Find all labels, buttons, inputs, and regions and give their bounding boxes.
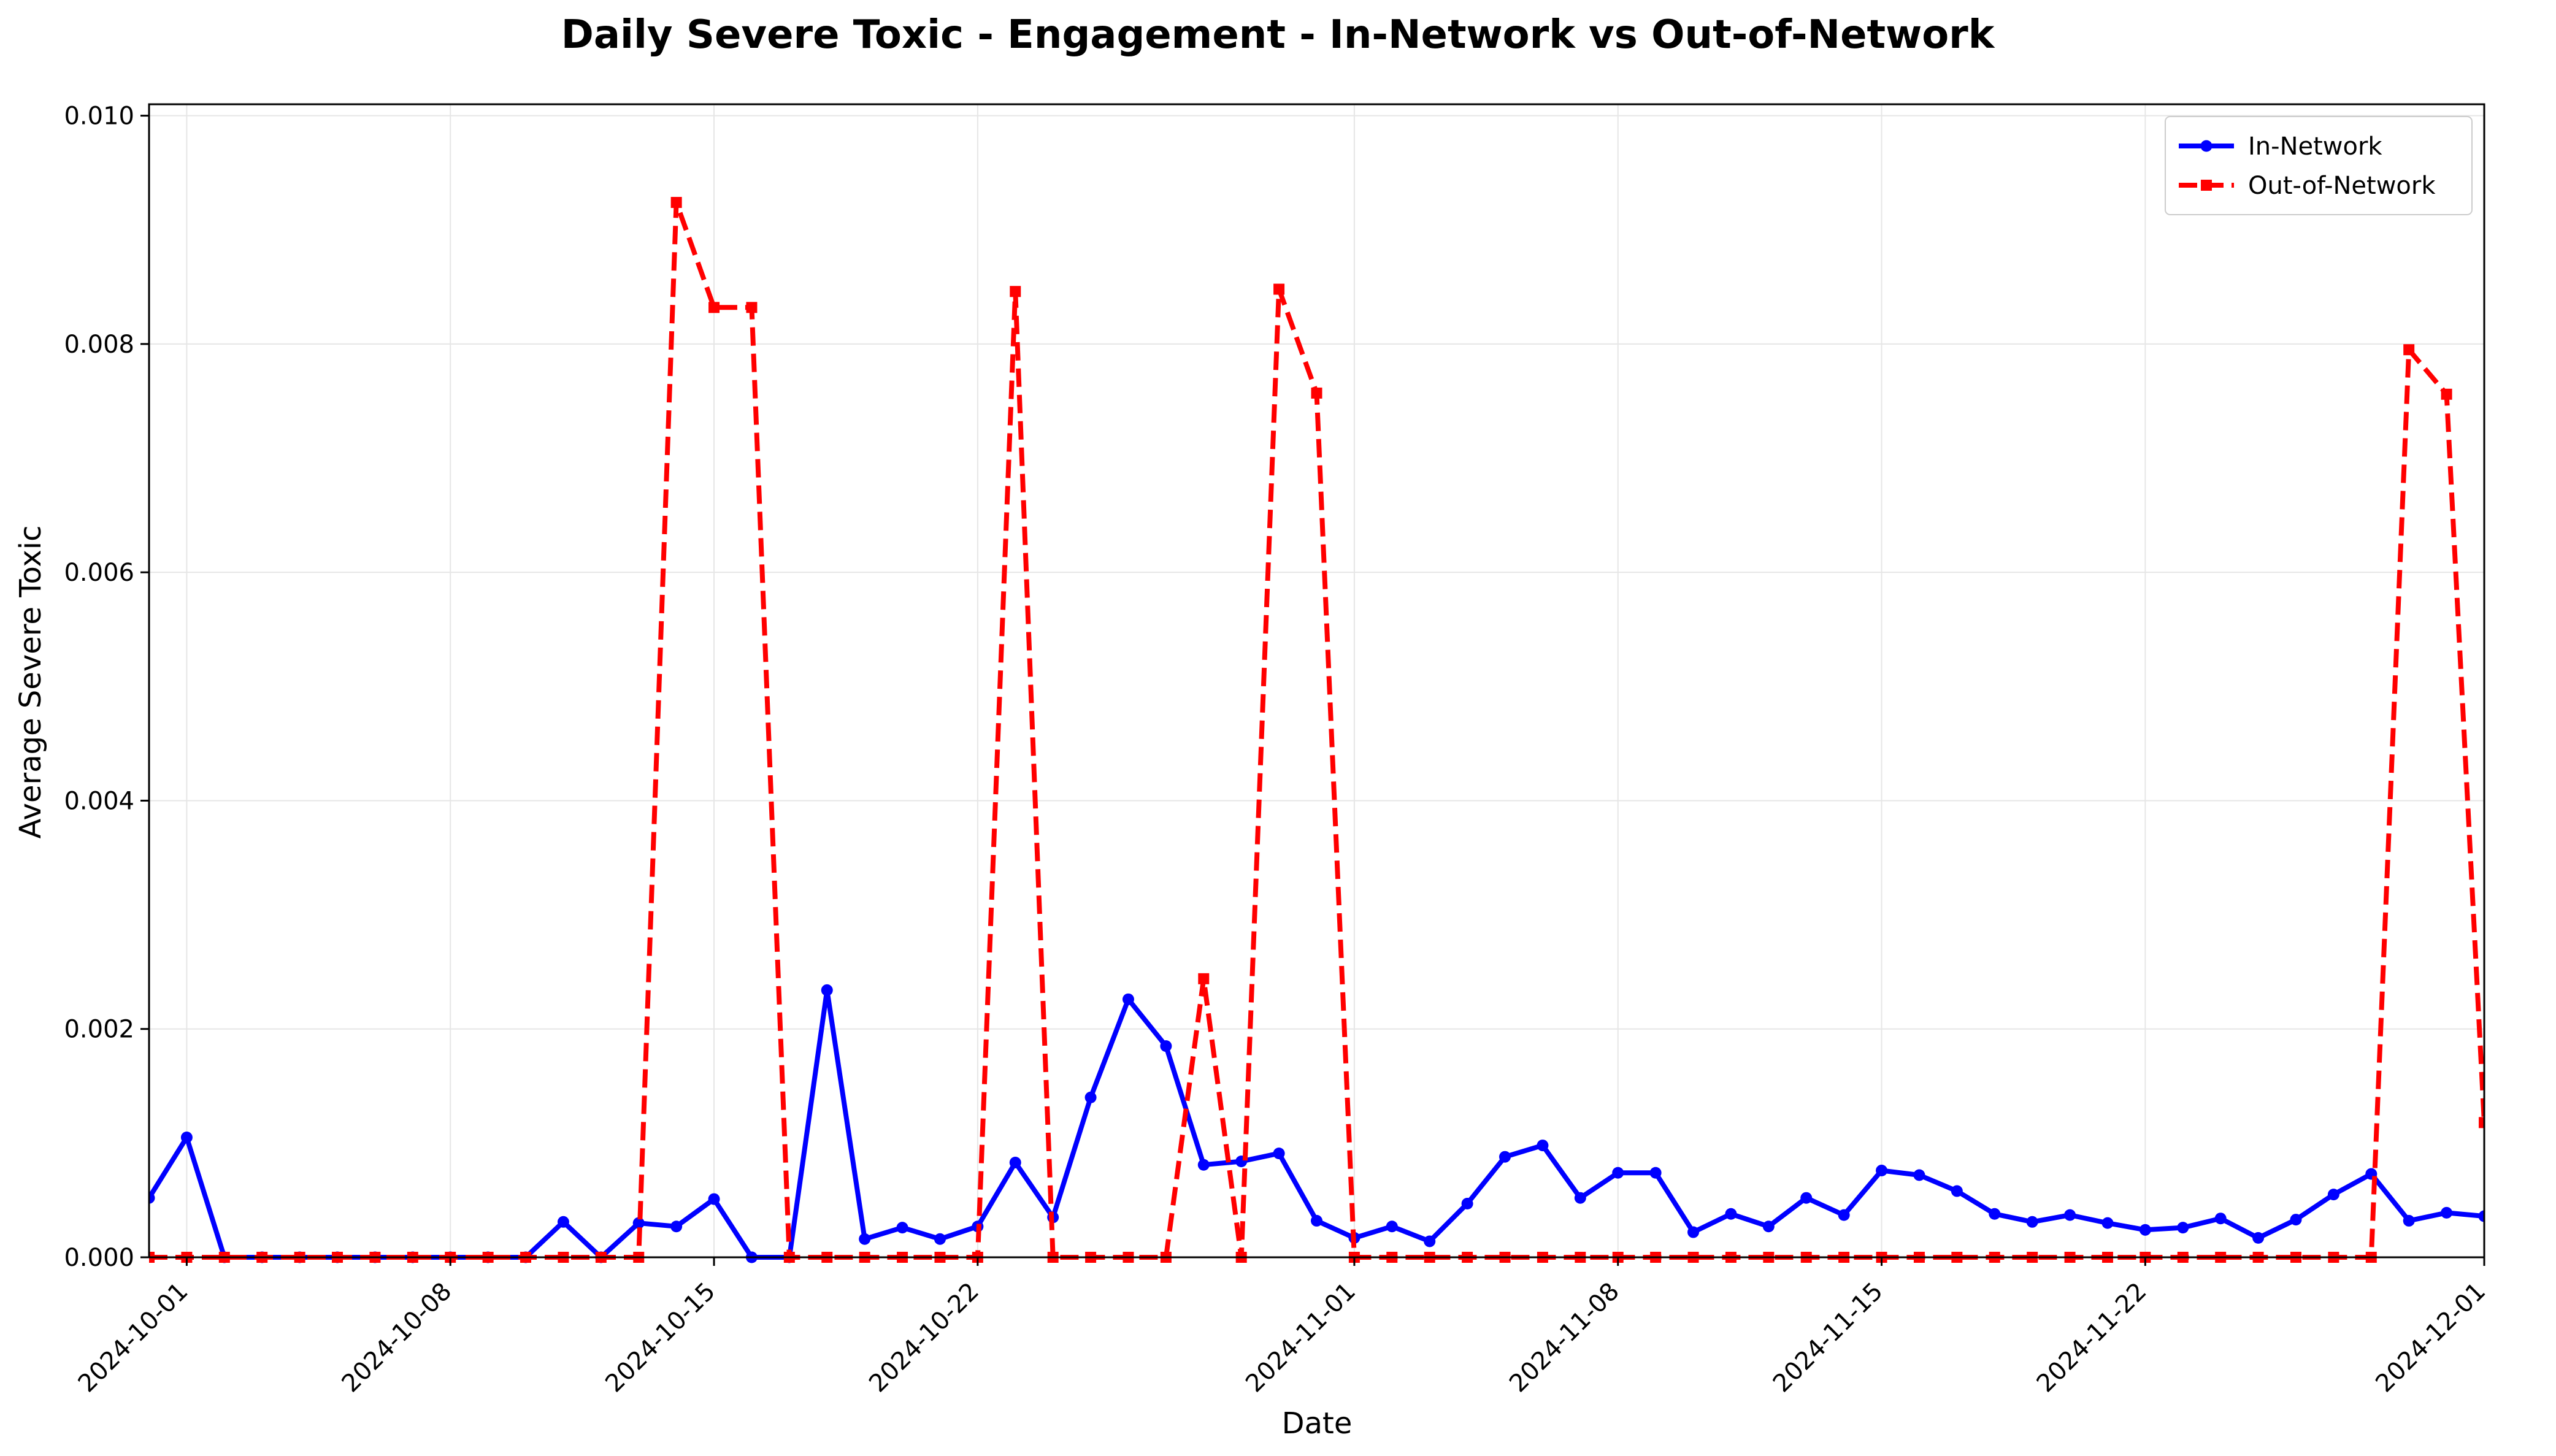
data-point xyxy=(1649,1167,1662,1179)
data-point xyxy=(670,1220,683,1233)
series-out-of-network xyxy=(149,197,2484,1263)
data-point xyxy=(1537,1140,1549,1152)
data-point xyxy=(1122,993,1134,1005)
x-tick-label: 2024-11-15 xyxy=(1768,1277,1889,1398)
legend-box xyxy=(2165,116,2473,215)
data-point xyxy=(2327,1189,2339,1201)
data-point xyxy=(934,1233,946,1245)
legend-marker xyxy=(2200,140,2213,152)
data-point xyxy=(1800,1192,1813,1204)
data-point xyxy=(1273,1148,1285,1160)
data-point xyxy=(1010,286,1021,297)
data-point xyxy=(1160,1040,1172,1052)
legend-label: Out-of-Network xyxy=(2248,172,2436,200)
x-tick-label: 2024-10-15 xyxy=(600,1277,721,1398)
data-point xyxy=(1009,1157,1021,1169)
x-tick-label: 2024-11-22 xyxy=(2032,1277,2152,1398)
data-point xyxy=(1725,1208,1737,1220)
data-point xyxy=(2064,1209,2076,1221)
plot-frame xyxy=(148,103,2485,1259)
data-point xyxy=(1951,1185,1963,1197)
data-point xyxy=(557,1216,569,1228)
series-in-network xyxy=(149,984,2484,1263)
series-layer xyxy=(149,197,2484,1263)
x-tick-label: 2024-12-01 xyxy=(2370,1277,2491,1398)
data-point xyxy=(1424,1235,1436,1247)
chart-title: Daily Severe Toxic - Engagement - In-Net… xyxy=(561,12,1995,58)
data-point xyxy=(2403,1214,2415,1227)
data-point xyxy=(1913,1169,1925,1181)
x-tick-label: 2024-11-08 xyxy=(1504,1277,1625,1398)
series-line xyxy=(149,200,2484,1260)
data-point xyxy=(2252,1232,2265,1244)
y-tick-label: 0.008 xyxy=(64,331,134,359)
y-tick-label: 0.010 xyxy=(64,102,134,131)
data-point xyxy=(1876,1165,1888,1177)
legend-label: In-Network xyxy=(2248,132,2382,161)
data-point xyxy=(708,1193,720,1205)
data-point xyxy=(2479,1117,2484,1128)
data-point xyxy=(2478,1210,2484,1222)
data-point xyxy=(2101,1217,2114,1229)
y-tick-label: 0.006 xyxy=(64,559,134,587)
data-point xyxy=(632,1217,645,1229)
data-point xyxy=(2214,1213,2227,1225)
data-point xyxy=(2441,1206,2453,1219)
data-point xyxy=(1499,1151,1511,1163)
data-point xyxy=(1273,283,1285,295)
data-point xyxy=(708,302,720,313)
data-point xyxy=(2177,1222,2189,1234)
data-point xyxy=(2290,1214,2302,1226)
data-point xyxy=(1574,1192,1586,1204)
x-tick-label: 2024-11-01 xyxy=(1240,1277,1361,1398)
y-axis-label: Average Severe Toxic xyxy=(13,526,48,839)
y-tick-label: 0.000 xyxy=(64,1244,134,1272)
axes: 0.000 0.002 0.004 0.006 0.008 0.010 2024-10-01… xyxy=(64,102,2491,1398)
x-tick-label: 2024-10-01 xyxy=(73,1277,194,1398)
data-point xyxy=(1386,1220,1398,1233)
y-tick-label: 0.004 xyxy=(64,787,134,815)
data-point xyxy=(180,1132,193,1144)
data-point xyxy=(1084,1091,1097,1103)
legend: In-Network Out-of-Network xyxy=(2165,116,2473,215)
legend-marker xyxy=(2201,180,2212,191)
data-point xyxy=(1198,973,1210,984)
data-point xyxy=(821,984,833,996)
data-point xyxy=(2139,1224,2151,1236)
data-point xyxy=(896,1222,908,1234)
data-point xyxy=(1311,387,1322,399)
data-point xyxy=(1762,1220,1775,1233)
data-point xyxy=(1461,1198,1473,1210)
data-point xyxy=(1687,1226,1700,1238)
x-tick-label: 2024-10-22 xyxy=(864,1277,984,1398)
data-point xyxy=(1838,1209,1850,1221)
data-point xyxy=(2026,1216,2038,1228)
grid xyxy=(149,104,2485,1258)
data-point xyxy=(1197,1159,1210,1171)
data-point xyxy=(2403,344,2415,356)
data-point xyxy=(1612,1167,1624,1179)
data-point xyxy=(1311,1214,1322,1227)
x-axis-label: Date xyxy=(1282,1406,1353,1441)
data-point xyxy=(670,197,682,209)
data-point xyxy=(2441,388,2452,400)
data-point xyxy=(859,1233,871,1245)
x-tick-label: 2024-10-08 xyxy=(336,1277,457,1398)
data-point xyxy=(1989,1208,2001,1220)
data-point xyxy=(149,1192,155,1204)
data-point xyxy=(746,302,758,313)
y-tick-label: 0.002 xyxy=(64,1016,134,1044)
